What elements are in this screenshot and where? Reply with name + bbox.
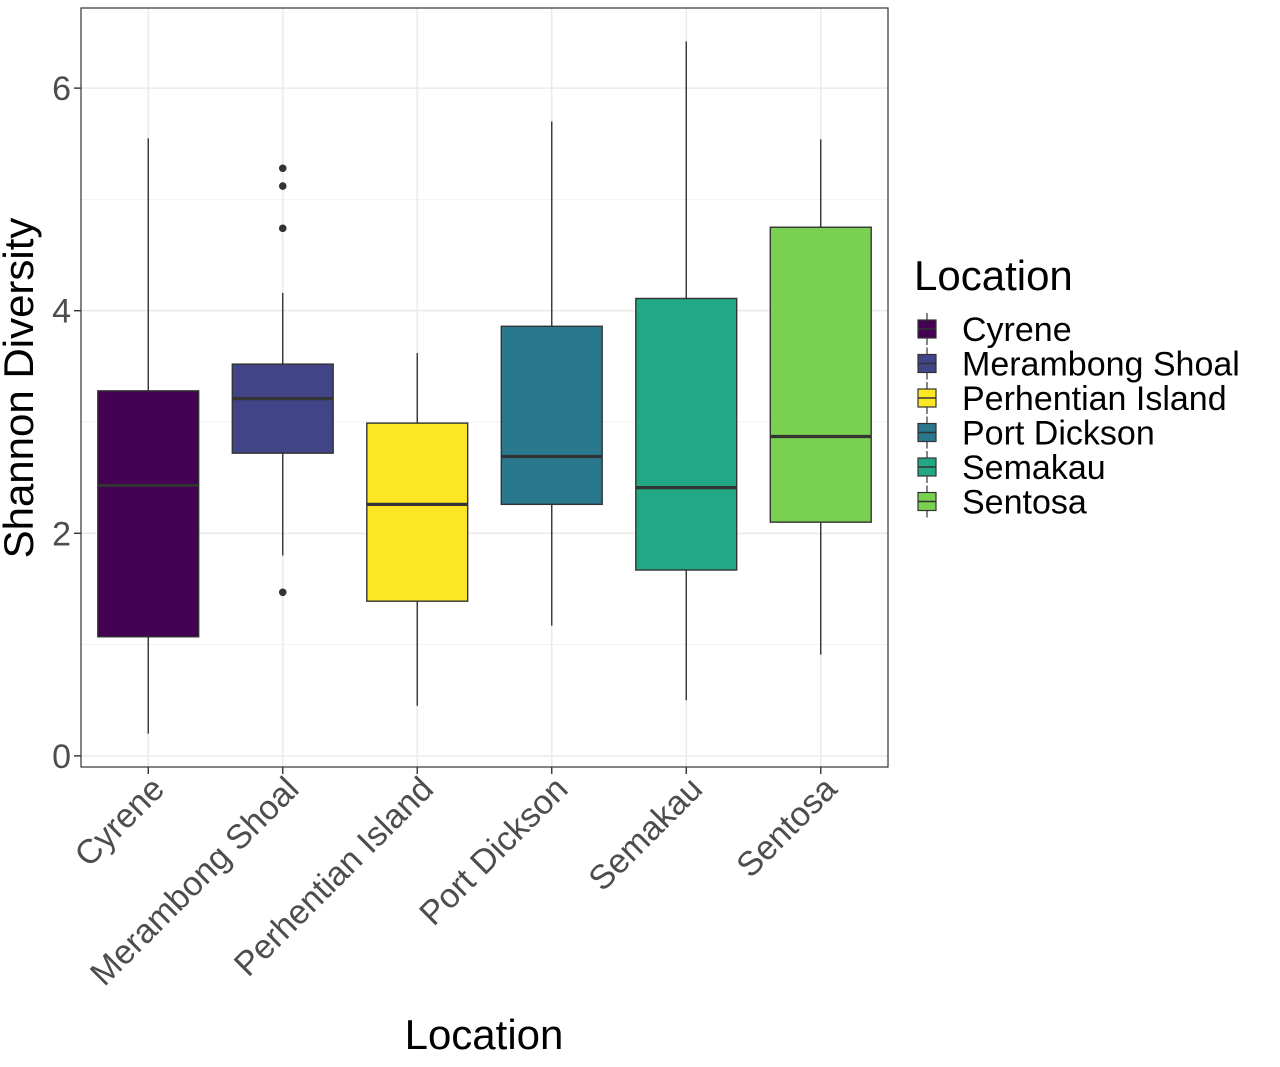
legend-item: Port Dickson (917, 415, 1155, 453)
box-series-layer (97, 41, 872, 734)
box-body (366, 422, 469, 602)
legend-item: Merambong Shoal (917, 346, 1240, 384)
x-tick-label: Semakau (581, 770, 709, 898)
box-body (769, 226, 872, 523)
x-tick-label: Sentosa (729, 770, 844, 885)
box-body (231, 363, 334, 454)
box-body (97, 390, 200, 638)
box-body (500, 325, 603, 506)
box-body (635, 297, 738, 571)
outlier-point (278, 182, 287, 190)
legend-label: Merambong Shoal (962, 346, 1240, 384)
box-4 (500, 121, 603, 626)
y-axis-title: Shannon Diversity (0, 218, 42, 559)
legend-label: Cyrene (962, 311, 1072, 349)
legend-label: Sentosa (962, 484, 1087, 522)
legend-item: Perhentian Island (917, 380, 1227, 418)
legend-item: Sentosa (917, 484, 1087, 522)
outlier-point (278, 164, 287, 173)
box-3 (366, 353, 469, 706)
outlier-point (278, 588, 287, 597)
y-tick-label: 2 (52, 515, 71, 553)
x-axis-title: Location (405, 1011, 564, 1058)
legend-title: Location (914, 252, 1073, 299)
legend-label: Perhentian Island (962, 380, 1227, 418)
y-tick-label: 4 (52, 293, 71, 331)
plot-panel (81, 8, 888, 767)
y-tick-label: 6 (52, 70, 71, 108)
box-1 (97, 138, 200, 734)
plot-panel-border (80, 7, 889, 768)
box-5 (635, 41, 738, 701)
x-tick-label: Cyrene (68, 770, 172, 874)
box-2 (231, 164, 334, 597)
y-tick-label: 0 (52, 738, 71, 776)
legend-label: Port Dickson (962, 415, 1155, 453)
box-6 (769, 139, 872, 655)
y-axis: 0 2 4 6 (52, 70, 81, 776)
legend-label: Semakau (962, 449, 1106, 487)
legend-item: Semakau (917, 449, 1106, 487)
outlier-point (278, 224, 287, 233)
legend-item: Cyrene (917, 311, 1072, 349)
